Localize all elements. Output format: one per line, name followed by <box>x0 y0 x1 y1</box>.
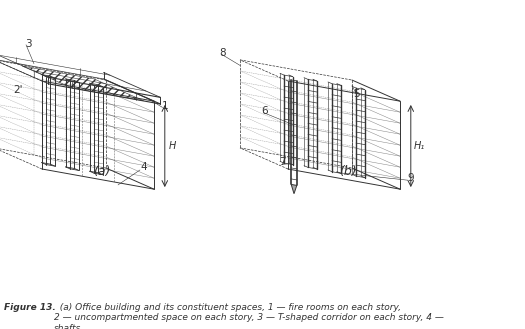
Text: 9: 9 <box>407 173 414 183</box>
Text: (a) Office building and its constituent spaces, 1 — fire rooms on each story,
2 : (a) Office building and its constituent … <box>54 303 444 329</box>
Text: 2': 2' <box>14 85 23 95</box>
Text: Figure 13.: Figure 13. <box>4 303 56 312</box>
Text: 7: 7 <box>279 157 286 167</box>
Polygon shape <box>291 185 297 194</box>
Text: 1: 1 <box>162 101 168 112</box>
Text: (a): (a) <box>93 165 111 178</box>
Text: 8: 8 <box>219 48 226 58</box>
Text: (b): (b) <box>339 165 357 178</box>
Text: 4: 4 <box>140 162 146 172</box>
Text: H₁: H₁ <box>414 141 425 151</box>
Text: H: H <box>169 141 176 151</box>
Text: 3: 3 <box>25 39 31 49</box>
Text: 6: 6 <box>261 107 268 116</box>
Text: 5: 5 <box>354 89 360 99</box>
